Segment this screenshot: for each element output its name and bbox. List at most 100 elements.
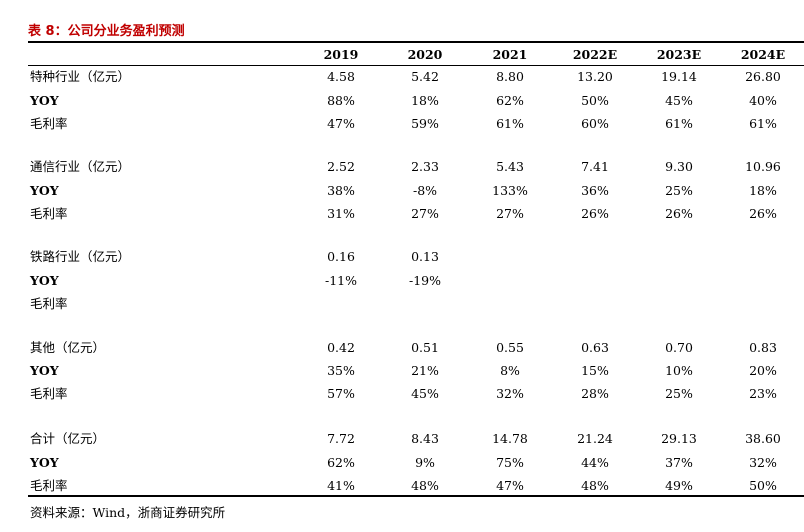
table-cell: 0.13 <box>411 249 439 264</box>
table-cell: 47% <box>496 478 524 493</box>
table-cell: 31% <box>327 206 355 221</box>
table-cell: 59% <box>411 116 439 131</box>
row-label: YOY <box>30 183 59 198</box>
table-cell: 60% <box>581 116 609 131</box>
table-cell: 50% <box>581 93 609 108</box>
table-cell: 32% <box>496 386 524 401</box>
table-cell: 18% <box>411 93 439 108</box>
table-cell: 38% <box>327 183 355 198</box>
table-cell: 37% <box>665 455 693 470</box>
row-label: 其他（亿元） <box>30 340 106 355</box>
row-label: 铁路行业（亿元） <box>30 249 131 264</box>
row-label: 特种行业（亿元） <box>30 69 131 84</box>
table-cell: 0.42 <box>327 340 355 355</box>
table-cell: 57% <box>327 386 355 401</box>
table-cell: 8.43 <box>411 431 439 446</box>
row-label: 毛利率 <box>30 206 68 221</box>
table-cell: 2.33 <box>411 159 439 174</box>
table-cell: 48% <box>581 478 609 493</box>
table-cell: 14.78 <box>492 431 528 446</box>
table-cell: 21.24 <box>577 431 613 446</box>
table-title: 表 8：公司分业务盈利预测 <box>28 24 185 39</box>
table-cell: 21% <box>411 363 439 378</box>
column-header: 2022E <box>572 47 618 62</box>
row-label: 合计（亿元） <box>30 431 106 446</box>
table-cell: 62% <box>327 455 355 470</box>
column-header: 2019 <box>323 47 359 62</box>
table-cell: 45% <box>665 93 693 108</box>
table-cell: 133% <box>492 183 528 198</box>
row-label: YOY <box>30 273 59 288</box>
table-cell: 0.63 <box>581 340 609 355</box>
table-cell: 0.70 <box>665 340 693 355</box>
table-cell: 25% <box>665 183 693 198</box>
table-cell: 50% <box>749 478 777 493</box>
table-cell: 32% <box>749 455 777 470</box>
table-cell: 25% <box>665 386 693 401</box>
table-cell: 5.43 <box>496 159 524 174</box>
table-cell: 10.96 <box>745 159 781 174</box>
row-label: YOY <box>30 363 59 378</box>
table-cell: 26% <box>581 206 609 221</box>
table-cell: 9.30 <box>665 159 693 174</box>
table-top-rule <box>28 41 804 43</box>
column-header: 2023E <box>656 47 702 62</box>
table-cell: 7.41 <box>581 159 609 174</box>
table-cell: 26% <box>665 206 693 221</box>
row-label: YOY <box>30 455 59 470</box>
table-cell: 0.51 <box>411 340 439 355</box>
table-cell: 0.55 <box>496 340 524 355</box>
row-label: YOY <box>30 93 59 108</box>
table-cell: 26% <box>749 206 777 221</box>
table-cell: 38.60 <box>745 431 781 446</box>
row-label: 通信行业（亿元） <box>30 159 131 174</box>
source-note: 资料来源：Wind，浙商证券研究所 <box>30 505 226 520</box>
table-cell: -19% <box>408 273 441 288</box>
table-cell: -8% <box>412 183 438 198</box>
table-cell: 41% <box>327 478 355 493</box>
table-cell: 45% <box>411 386 439 401</box>
table-cell: 4.58 <box>327 69 355 84</box>
table-cell: 47% <box>327 116 355 131</box>
table-cell: 61% <box>665 116 693 131</box>
column-header: 2024E <box>740 47 786 62</box>
table-cell: -11% <box>324 273 357 288</box>
table-cell: 7.72 <box>327 431 355 446</box>
table-cell: 27% <box>411 206 439 221</box>
table-cell: 20% <box>749 363 777 378</box>
table-cell: 26.80 <box>745 69 781 84</box>
row-label: 毛利率 <box>30 386 68 401</box>
row-label: 毛利率 <box>30 478 68 493</box>
table-cell: 0.83 <box>749 340 777 355</box>
table-cell: 8.80 <box>496 69 524 84</box>
column-header: 2021 <box>492 47 528 62</box>
table-cell: 88% <box>327 93 355 108</box>
table-cell: 35% <box>327 363 355 378</box>
table-cell: 5.42 <box>411 69 439 84</box>
table-cell: 44% <box>581 455 609 470</box>
table-cell: 18% <box>749 183 777 198</box>
table-cell: 23% <box>749 386 777 401</box>
table-cell: 40% <box>749 93 777 108</box>
table-cell: 28% <box>581 386 609 401</box>
table-cell: 29.13 <box>661 431 697 446</box>
table-cell: 0.16 <box>327 249 355 264</box>
table-cell: 61% <box>496 116 524 131</box>
table-cell: 48% <box>411 478 439 493</box>
table-cell: 62% <box>496 93 524 108</box>
table-cell: 2.52 <box>327 159 355 174</box>
row-label: 毛利率 <box>30 296 68 311</box>
table-cell: 8% <box>500 363 520 378</box>
table-cell: 10% <box>665 363 693 378</box>
table-cell: 27% <box>496 206 524 221</box>
table-cell: 61% <box>749 116 777 131</box>
table-cell: 75% <box>496 455 524 470</box>
table-cell: 19.14 <box>661 69 697 84</box>
column-header: 2020 <box>407 47 443 62</box>
table-cell: 13.20 <box>577 69 613 84</box>
table-cell: 36% <box>581 183 609 198</box>
table-cell: 15% <box>581 363 609 378</box>
table-cell: 9% <box>415 455 435 470</box>
table-header-rule <box>28 65 804 66</box>
row-label: 毛利率 <box>30 116 68 131</box>
